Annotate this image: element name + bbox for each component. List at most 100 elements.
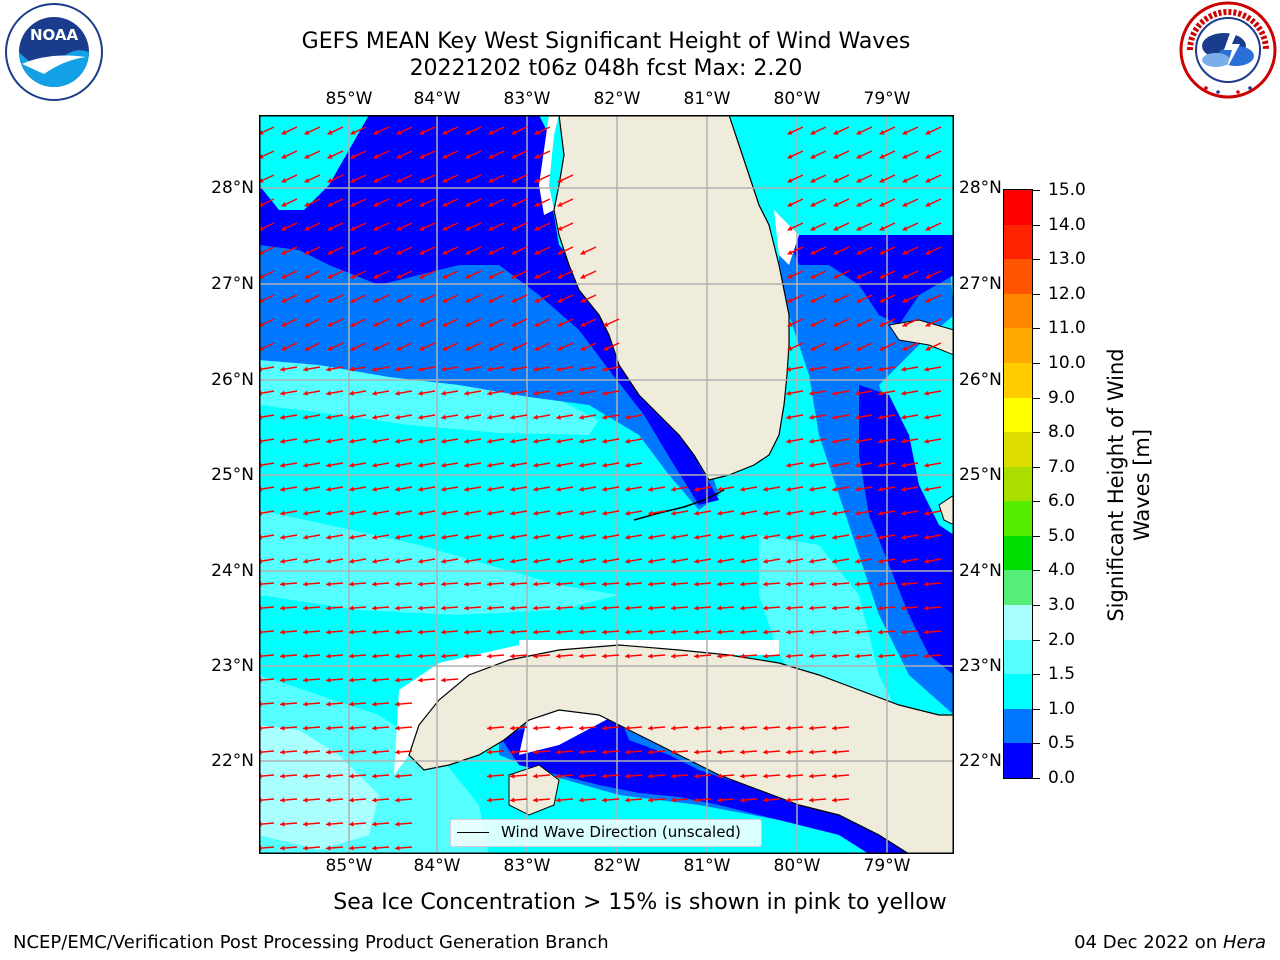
wave-direction-arrowhead: [694, 534, 699, 540]
wave-direction-arrowhead: [419, 274, 425, 279]
wave-direction-arrowhead: [487, 797, 492, 803]
wave-direction-arrowhead: [833, 346, 839, 351]
wave-direction-arrowhead: [924, 438, 929, 444]
wave-direction-arrowhead: [648, 725, 653, 731]
wave-direction-arrowhead: [395, 438, 400, 444]
map-frame: [259, 115, 954, 854]
wave-direction-arrowhead: [924, 510, 929, 516]
wave-direction-arrowhead: [625, 486, 630, 492]
wave-direction-arrowhead: [441, 581, 446, 587]
wave-direction-arrowhead: [281, 322, 287, 327]
wave-direction-arrowhead: [648, 558, 653, 564]
wave-height-map: [259, 115, 954, 854]
wave-direction-arrowhead: [579, 605, 584, 611]
wave-direction-arrowhead: [372, 438, 377, 444]
wave-direction-arrowhead: [304, 250, 310, 255]
wave-direction-arrowhead: [349, 845, 354, 851]
wave-direction-arrowhead: [349, 390, 354, 396]
wave-direction-arrowhead: [925, 274, 931, 279]
wave-direction-arrowhead: [625, 414, 630, 420]
wave-direction-arrowhead: [396, 178, 402, 183]
wave-direction-arrowhead: [418, 653, 423, 659]
wave-direction-arrowhead: [280, 510, 285, 516]
wave-direction-arrowhead: [879, 274, 885, 279]
footer-credit: NCEP/EMC/Verification Post Processing Pr…: [13, 932, 609, 953]
wave-direction-arrowhead: [625, 510, 630, 516]
wave-direction-arrowhead: [556, 414, 561, 420]
wave-direction-arrowhead: [556, 653, 561, 659]
wave-direction-arrowhead: [763, 510, 768, 516]
colorbar-segment: [1004, 535, 1032, 571]
lon-tick-top: 83°W: [503, 89, 551, 109]
wave-direction-arrowhead: [349, 486, 354, 492]
colorbar-tick-label: 12.0: [1048, 283, 1086, 304]
wave-direction-arrowhead: [488, 178, 494, 183]
wave-direction-arrowhead: [901, 510, 906, 516]
wave-direction-arrowhead: [488, 346, 494, 351]
lon-tick-top: 82°W: [593, 89, 641, 109]
colorbar-tick-mark: [1033, 639, 1040, 641]
wave-direction-arrowhead: [534, 274, 540, 279]
land-isle-of-youth: [508, 764, 560, 816]
wave-direction-arrowhead: [810, 322, 816, 327]
wave-direction-arrowhead: [717, 510, 722, 516]
wave-direction-arrowhead: [833, 226, 839, 231]
wave-direction-arrowhead: [418, 510, 423, 516]
wave-direction-arrowhead: [901, 581, 906, 587]
wave-direction-arrowhead: [810, 178, 816, 183]
wave-direction-arrowhead: [442, 274, 448, 279]
wave-direction-arrowhead: [787, 154, 793, 159]
wave-direction-arrowhead: [533, 725, 538, 731]
wave-direction-arrowhead: [396, 274, 402, 279]
wave-direction-arrowhead: [786, 558, 791, 564]
wave-direction-arrowhead: [856, 130, 862, 135]
colorbar-tick-mark: [1033, 743, 1040, 745]
colorbar-segment: [1004, 259, 1032, 294]
wave-direction-arrowhead: [832, 486, 837, 492]
wave-direction-arrowhead: [350, 298, 356, 303]
wave-direction-arrowhead: [579, 486, 584, 492]
wave-direction-arrowhead: [534, 202, 540, 207]
lat-tick-right: 23°N: [959, 656, 1002, 676]
wave-direction-arrowhead: [533, 749, 538, 755]
wave-direction-arrowhead: [832, 749, 837, 755]
wave-direction-arrowhead: [763, 797, 768, 803]
wave-direction-arrowhead: [442, 322, 448, 327]
lat-tick-right: 25°N: [959, 465, 1002, 485]
wave-direction-arrowhead: [419, 130, 425, 135]
wave-direction-arrowhead: [763, 605, 768, 611]
wave-direction-arrowhead: [373, 130, 379, 135]
wave-direction-arrowhead: [810, 346, 816, 351]
wave-direction-arrowhead: [511, 226, 517, 231]
wave-direction-arrowhead: [350, 154, 356, 159]
lat-tick-right: 28°N: [959, 178, 1002, 198]
wave-direction-arrowhead: [395, 605, 400, 611]
wave-direction-arrowhead: [579, 390, 584, 396]
wave-direction-arrowhead: [418, 462, 423, 468]
wave-direction-arrowhead: [717, 653, 722, 659]
wave-direction-arrowhead: [625, 773, 630, 779]
wave-direction-arrowhead: [809, 629, 814, 635]
wave-direction-arrowhead: [832, 438, 837, 444]
wave-direction-arrowhead: [717, 486, 722, 492]
wave-direction-arrowhead: [281, 130, 287, 135]
lat-tick-left: 22°N: [211, 751, 254, 771]
colorbar-label-line-2: Waves [m]: [1130, 428, 1154, 542]
wave-direction-arrowhead: [902, 178, 908, 183]
wave-direction-arrowhead: [855, 462, 860, 468]
wave-direction-arrowhead: [556, 797, 561, 803]
wave-direction-arrowhead: [487, 653, 492, 659]
wave-direction-arrowhead: [373, 346, 379, 351]
colorbar-tick-mark: [1033, 224, 1040, 226]
wave-direction-arrowhead: [740, 773, 745, 779]
wave-direction-arrowhead: [556, 725, 561, 731]
wave-direction-arrowhead: [533, 366, 538, 372]
colorbar-segment: [1004, 466, 1032, 502]
wave-direction-arrowhead: [326, 366, 331, 372]
wave-direction-arrowhead: [717, 797, 722, 803]
wave-direction-arrowhead: [350, 250, 356, 255]
lat-tick-left: 27°N: [211, 274, 254, 294]
wave-direction-arrowhead: [303, 581, 308, 587]
wave-direction-arrowhead: [510, 629, 515, 635]
title-line-2: 20221202 t06z 048h fcst Max: 2.20: [409, 56, 803, 81]
